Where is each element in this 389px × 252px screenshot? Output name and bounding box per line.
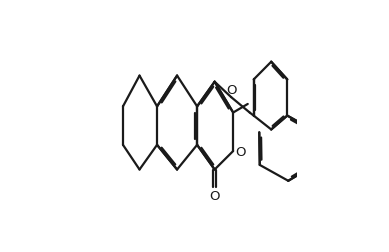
Text: O: O xyxy=(209,189,220,202)
Text: O: O xyxy=(226,83,237,96)
Text: O: O xyxy=(235,146,245,159)
